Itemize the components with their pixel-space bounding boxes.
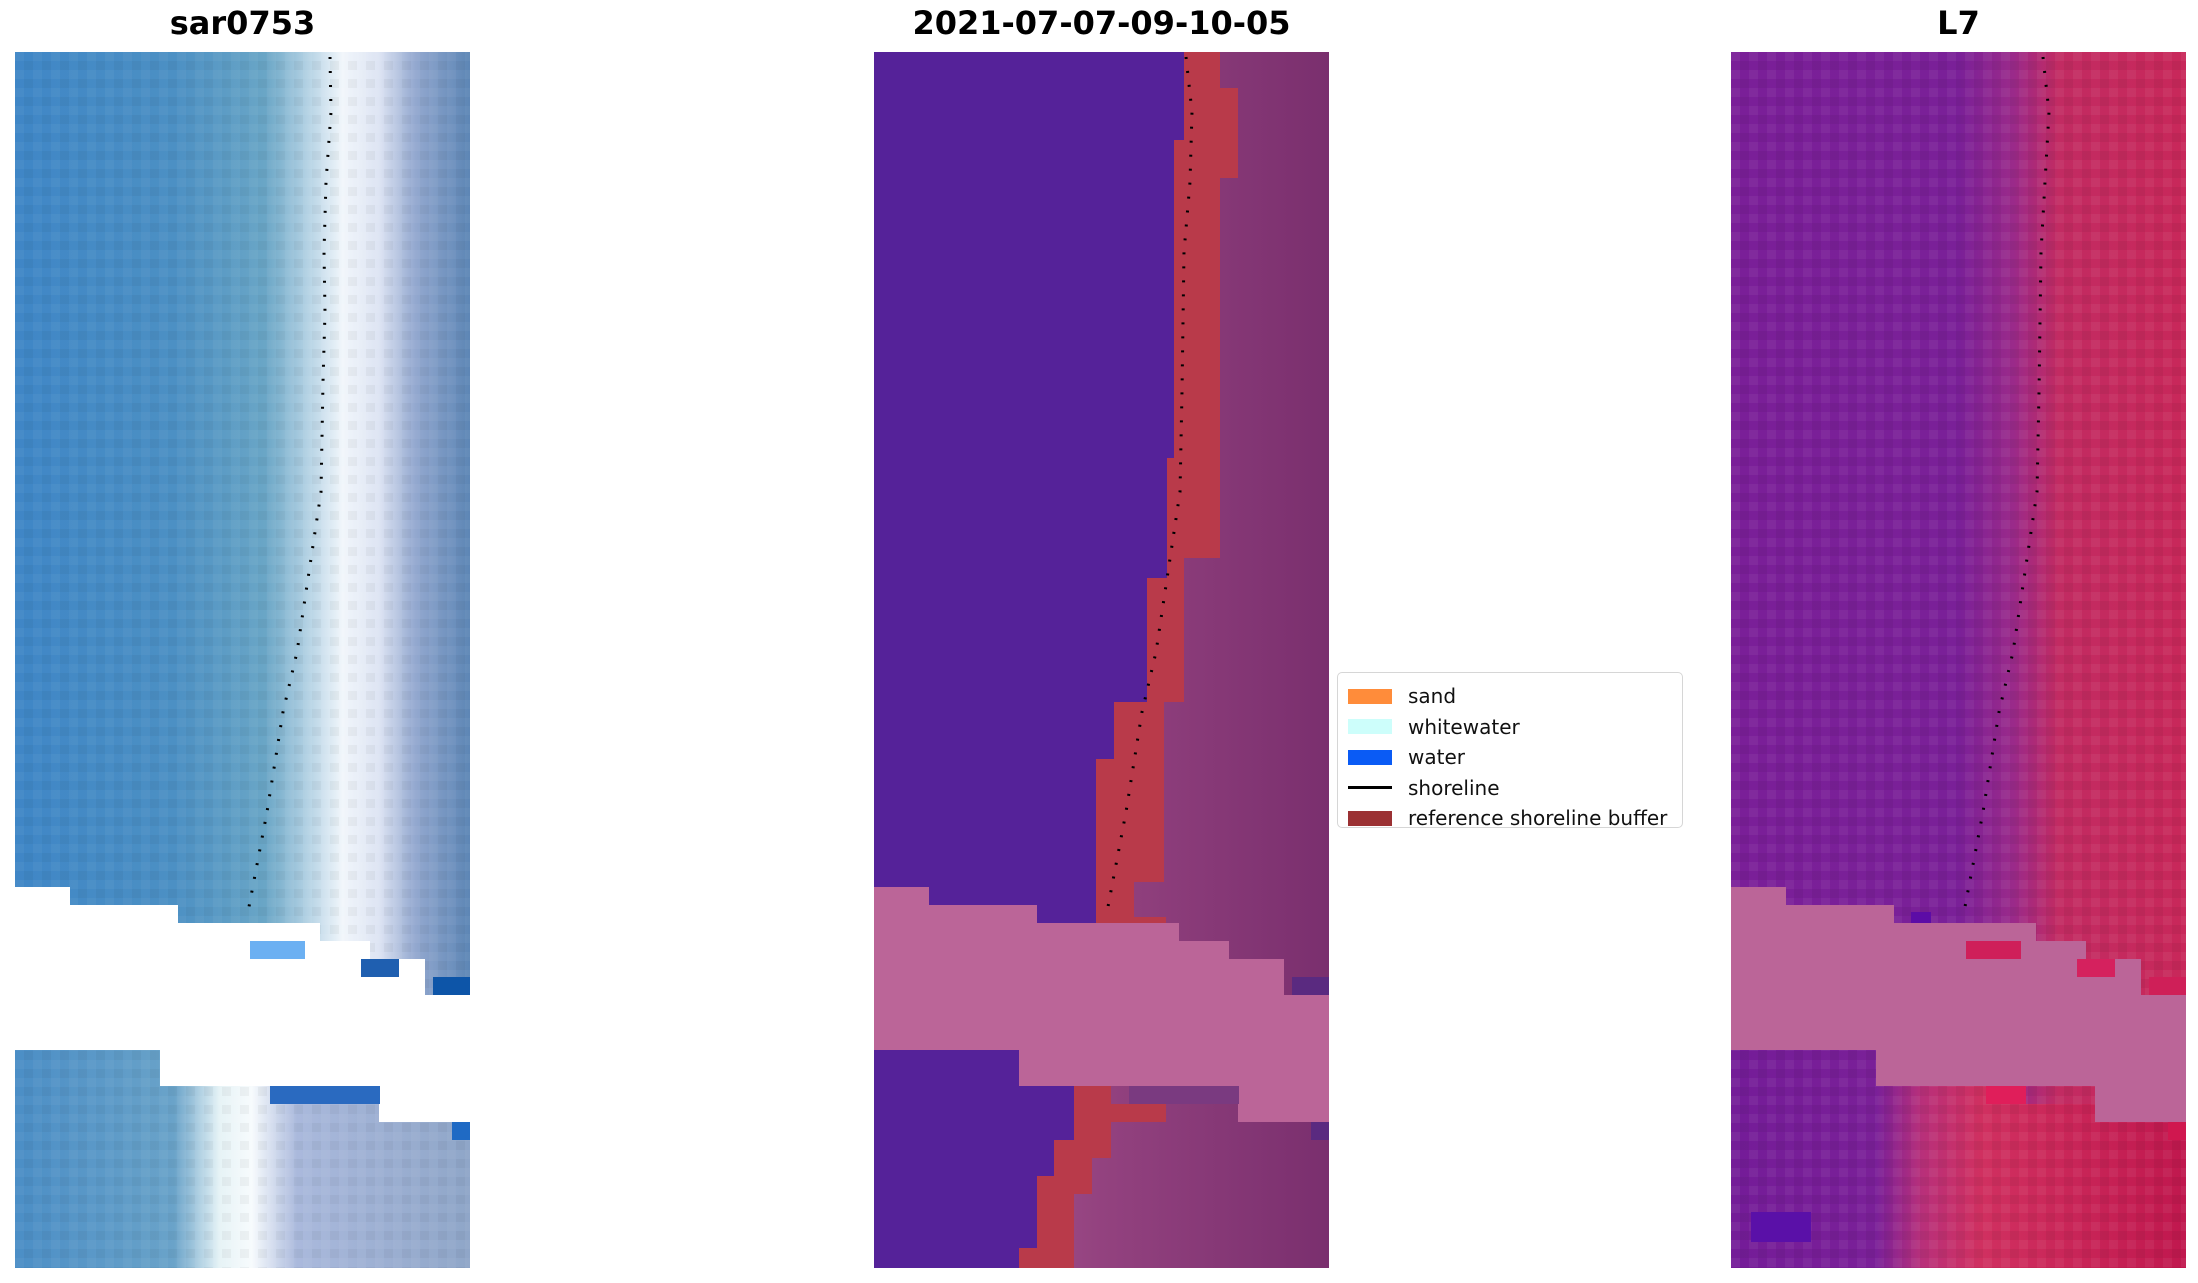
legend-label: sand [1408, 684, 1457, 709]
shoreline-line [246, 56, 333, 913]
index-image [1731, 52, 2186, 1268]
legend-label: water [1408, 745, 1465, 770]
legend-item-water: water [1348, 742, 1672, 773]
shoreline-line [1105, 56, 1194, 913]
legend-swatch-water [1348, 749, 1392, 765]
legend-swatch-reference-buffer [1348, 810, 1392, 826]
legend: sand whitewater water shoreline referenc… [1337, 672, 1683, 830]
legend-swatch-sand [1348, 688, 1392, 704]
shoreline-line [1962, 56, 2051, 913]
classification-image [874, 52, 1329, 1268]
panel-title-index: L7 [1937, 4, 1980, 42]
index-image-svg [1731, 52, 2186, 1268]
legend-label: whitewater [1408, 714, 1520, 739]
legend-label: reference shoreline buffer [1408, 806, 1668, 831]
legend-label: shoreline [1408, 775, 1500, 800]
rgb-satellite-image [15, 52, 470, 1268]
legend-item-shoreline: shoreline [1348, 773, 1672, 804]
legend-line-shoreline [1348, 786, 1392, 790]
legend-item-whitewater: whitewater [1348, 712, 1672, 743]
legend-swatch-whitewater [1348, 719, 1392, 735]
panel-title-rgb: sar0753 [169, 4, 316, 42]
legend-item-sand: sand [1348, 681, 1672, 712]
classification-image-svg [874, 52, 1329, 1268]
panel-title-classification: 2021-07-07-09-10-05 [912, 4, 1291, 42]
rgb-image-svg [15, 52, 470, 1268]
legend-item-reference-buffer: reference shoreline buffer [1348, 803, 1672, 834]
